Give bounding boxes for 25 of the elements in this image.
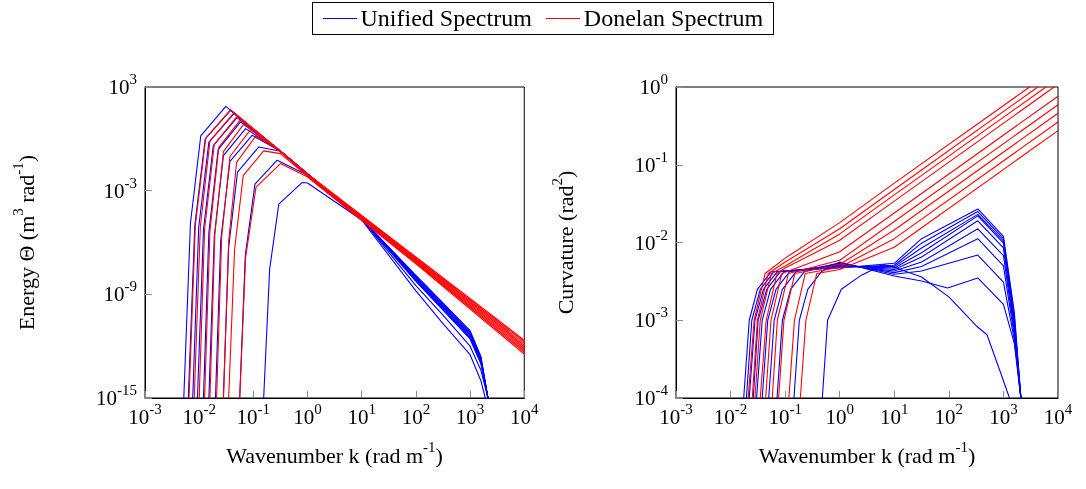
x-tick-label: 10$^{2}$ — [934, 400, 964, 429]
x-tick-label: 10$^{4}$ — [1043, 400, 1073, 429]
y-tick-label: 10$^{-3}$ — [103, 174, 137, 203]
legend-label: Donelan Spectrum — [583, 5, 764, 32]
y-tick-label: 10$^{3}$ — [108, 71, 137, 99]
x-tick-label: 10$^{2}$ — [401, 400, 431, 429]
x-tick-label: 10$^{-1}$ — [768, 400, 802, 429]
x-tick-label: 10$^{-1}$ — [236, 400, 271, 429]
x-tick-label: 10$^{1}$ — [880, 400, 909, 429]
y-tick-label: 10$^{0}$ — [639, 71, 668, 99]
x-tick-label: 10$^{3}$ — [989, 400, 1018, 429]
y-tick-label: 10$^{-2}$ — [634, 226, 668, 255]
x-axis-title: Wavenumber k (rad m$^{-1}$) — [758, 439, 976, 468]
y-tick-label: 10$^{-3}$ — [634, 304, 668, 333]
x-axis-title: Wavenumber k (rad m$^{-1}$) — [226, 439, 443, 468]
x-tick-label: 10$^{0}$ — [293, 400, 322, 429]
y-tick-label: 10$^{-9}$ — [103, 278, 137, 307]
y-tick-label: 10$^{-1}$ — [634, 148, 668, 177]
x-tick-label: 10$^{4}$ — [510, 400, 539, 429]
x-tick-label: 10$^{-2}$ — [713, 400, 748, 429]
x-tick-label: 10$^{-2}$ — [182, 400, 216, 429]
x-tick-label: 10$^{1}$ — [347, 400, 376, 429]
x-tick-label: 10$^{3}$ — [455, 400, 485, 429]
legend-label: Unified Spectrum — [360, 5, 532, 32]
x-tick-label: 10$^{0}$ — [825, 400, 854, 429]
